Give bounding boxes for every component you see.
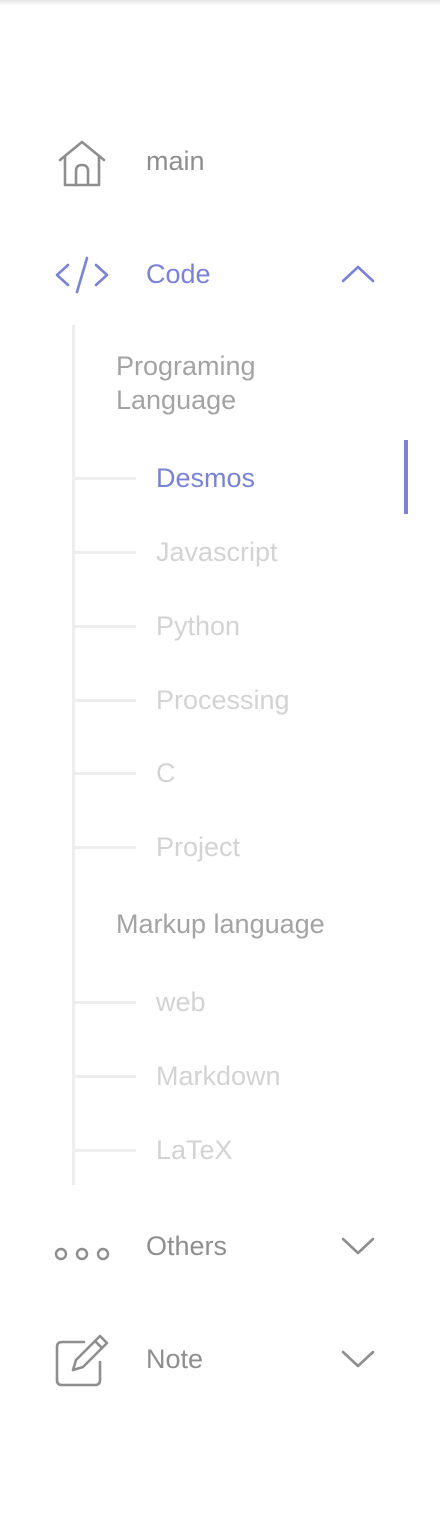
group-label-programming: Programing Language [116, 351, 256, 415]
nav-item-label: Code [146, 259, 211, 289]
nav-item-label: Others [146, 1231, 228, 1261]
active-indicator [404, 440, 408, 514]
tree-tick [75, 699, 136, 702]
sub-item-project[interactable]: Project [0, 818, 440, 878]
sub-item-processing[interactable]: Processing [0, 671, 440, 731]
tree-tick [75, 1149, 136, 1152]
tree-tick [75, 772, 136, 775]
tree-tick [75, 551, 136, 554]
chevron-down-icon[interactable] [338, 1231, 378, 1261]
sub-item-label: Desmos [156, 463, 256, 493]
home-icon [54, 134, 110, 190]
tree-tick [75, 625, 136, 628]
tree-tick [75, 1075, 136, 1078]
nav-item-label: Note [146, 1344, 204, 1374]
sub-item-c[interactable]: C [0, 744, 440, 804]
sub-item-label: web [156, 987, 206, 1017]
more-dots-icon [54, 1219, 110, 1275]
sub-item-label: Markdown [156, 1061, 281, 1091]
tree-tick [75, 846, 136, 849]
sub-item-label: C [156, 758, 176, 788]
tree-tick [75, 1001, 136, 1004]
tree-line [72, 325, 75, 1185]
nav-item-label: main [146, 146, 205, 176]
sub-item-latex[interactable]: LaTeX [0, 1121, 440, 1181]
sub-item-markdown[interactable]: Markdown [0, 1047, 440, 1107]
sub-item-label: Project [156, 832, 241, 862]
nav-item-code[interactable]: Code [0, 239, 440, 309]
sub-item-label: Python [156, 611, 241, 641]
nav-item-others[interactable]: Others [0, 1211, 440, 1281]
chevron-up-icon[interactable] [338, 259, 378, 289]
chevron-down-icon[interactable] [338, 1344, 378, 1374]
edit-note-icon [54, 1332, 110, 1388]
group-label-markup: Markup language [116, 909, 325, 939]
sub-item-label: LaTeX [156, 1135, 233, 1165]
tree-tick [75, 477, 136, 480]
sub-item-python[interactable]: Python [0, 597, 440, 657]
sub-item-desmos[interactable]: Desmos [0, 449, 440, 509]
sub-item-label: Javascript [156, 537, 278, 567]
code-icon [54, 247, 110, 303]
sub-item-javascript[interactable]: Javascript [0, 523, 440, 583]
top-shadow [0, 0, 440, 6]
nav-item-note[interactable]: Note [0, 1324, 440, 1394]
sub-item-web[interactable]: web [0, 973, 440, 1033]
sub-item-label: Processing [156, 685, 290, 715]
nav-item-main[interactable]: main [0, 126, 440, 196]
